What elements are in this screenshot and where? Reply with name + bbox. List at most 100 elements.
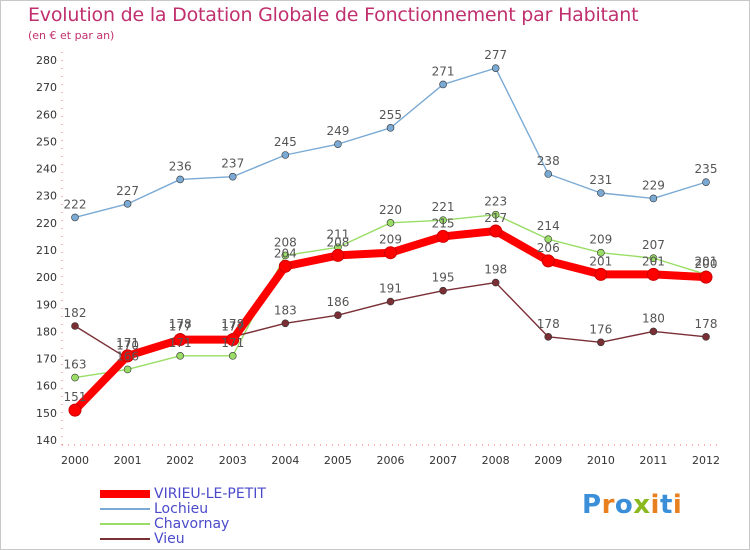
x-tick-label: 2003: [219, 454, 247, 467]
y-tick-label: 240: [36, 163, 57, 176]
data-label: 191: [379, 282, 402, 296]
data-label: 235: [695, 162, 718, 176]
data-label: 227: [116, 184, 139, 198]
data-point: [71, 373, 79, 382]
data-point: [702, 333, 710, 341]
data-label: 231: [589, 173, 612, 187]
data-point: [544, 170, 553, 178]
y-tick-label: 200: [36, 271, 57, 284]
data-point: [436, 229, 450, 243]
data-point: [439, 286, 447, 295]
logo-letter: P: [582, 490, 602, 520]
data-label: 209: [589, 233, 612, 247]
data-label: 236: [169, 159, 192, 173]
data-label: 221: [432, 200, 455, 214]
data-point: [597, 189, 605, 197]
data-point: [386, 297, 395, 306]
data-label: 177: [169, 320, 192, 334]
y-tick-label: 250: [36, 135, 57, 148]
data-point: [176, 352, 184, 360]
data-point: [384, 246, 397, 260]
data-label: 208: [326, 235, 349, 249]
x-tick-label: 2008: [482, 454, 510, 467]
data-label: 178: [221, 317, 244, 331]
y-tick-label: 230: [36, 190, 57, 203]
data-label: 178: [537, 317, 560, 331]
legend-swatch: [100, 538, 150, 540]
data-point: [71, 322, 79, 330]
logo-letter: i: [650, 490, 660, 520]
data-point: [281, 251, 290, 260]
logo-letter: x: [633, 490, 651, 520]
legend-label: Lochieu: [154, 501, 209, 517]
legend-label: Vieu: [154, 531, 185, 547]
data-point: [278, 259, 292, 273]
data-label: 229: [642, 178, 665, 192]
y-tick-label: 180: [36, 325, 57, 338]
x-tick-label: 2002: [166, 454, 194, 467]
data-label: 171: [116, 336, 139, 350]
x-tick-label: 2007: [429, 454, 457, 467]
legend-label: VIRIEU-LE-PETIT: [154, 486, 266, 502]
legend-item: VIRIEU-LE-PETIT: [100, 486, 266, 502]
x-tick-label: 2004: [271, 454, 299, 467]
legend-swatch: [100, 523, 150, 525]
data-point: [646, 267, 660, 281]
data-point: [281, 151, 290, 159]
data-label: 166: [116, 349, 139, 363]
data-point: [71, 213, 79, 222]
y-tick-label: 270: [36, 81, 57, 94]
data-label: 220: [379, 203, 402, 217]
data-point: [281, 319, 290, 328]
y-tick-label: 150: [36, 407, 57, 420]
data-label: 182: [64, 306, 87, 320]
chart-title: Evolution de la Dotation Globale de Fonc…: [28, 4, 639, 26]
data-label: 237: [221, 157, 244, 171]
data-label: 209: [379, 233, 402, 247]
y-tick-label: 160: [36, 380, 57, 393]
data-point: [597, 338, 605, 347]
data-label: 206: [537, 241, 560, 255]
x-tick-label: 2000: [61, 454, 89, 467]
data-label: 204: [274, 246, 297, 260]
data-point: [386, 219, 395, 227]
data-point: [489, 224, 503, 238]
logo-letter: r: [601, 490, 615, 520]
x-tick-label: 2006: [377, 454, 405, 467]
data-label: 171: [221, 336, 244, 350]
data-label: 176: [589, 322, 612, 336]
data-point: [68, 403, 82, 417]
legend-label: Chavornay: [154, 516, 230, 532]
data-label: 211: [326, 227, 349, 241]
data-label: 201: [642, 254, 665, 268]
data-label: 222: [64, 197, 87, 211]
data-point: [228, 172, 237, 181]
data-point: [491, 64, 500, 72]
data-label: 177: [221, 320, 244, 334]
x-tick-label: 2009: [534, 454, 562, 467]
data-label: 201: [695, 254, 718, 268]
x-tick-label: 2001: [114, 454, 142, 467]
data-label: 200: [695, 257, 718, 271]
data-point: [228, 352, 237, 360]
data-point: [544, 235, 553, 243]
data-label: 198: [484, 263, 507, 277]
data-point: [121, 349, 135, 363]
data-label: 170: [116, 339, 139, 353]
data-label: 215: [432, 216, 455, 230]
y-tick-label: 140: [36, 434, 57, 447]
data-label: 207: [642, 238, 665, 252]
data-point: [597, 248, 605, 257]
data-point: [173, 333, 187, 347]
data-point: [334, 311, 342, 319]
data-label: 223: [484, 195, 507, 209]
data-point: [699, 270, 713, 284]
data-point: [702, 178, 710, 186]
logo-letter: t: [659, 490, 673, 520]
data-label: 255: [379, 108, 402, 122]
data-label: 249: [326, 124, 349, 138]
data-label: 271: [432, 64, 455, 78]
data-point: [123, 200, 132, 208]
data-point: [649, 254, 658, 262]
data-point: [176, 175, 184, 184]
